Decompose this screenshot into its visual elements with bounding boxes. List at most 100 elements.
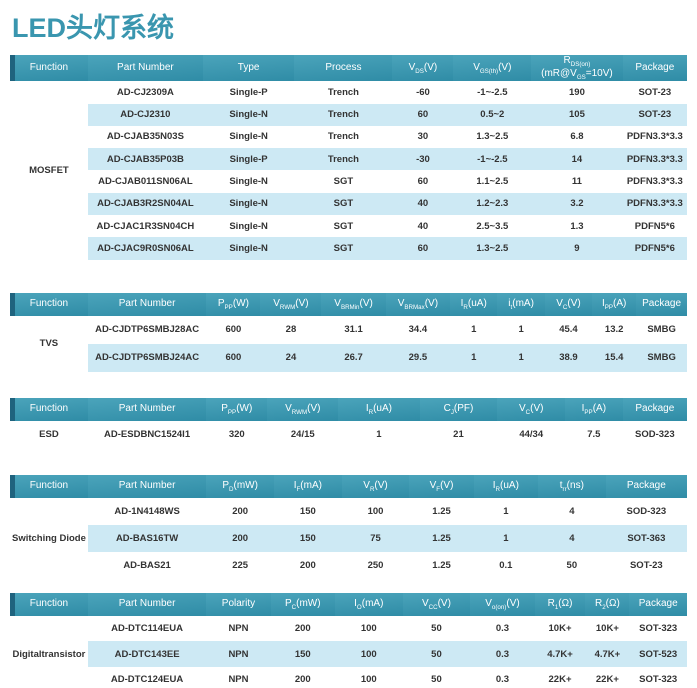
column-header: Function <box>10 397 88 421</box>
table-cell: 1.2~2.3 <box>453 192 532 216</box>
table-cell: AD-BAS16TW <box>87 524 207 552</box>
function-cell: Switching Diode <box>10 497 88 579</box>
table-cell: SMBG <box>647 324 676 336</box>
table-cell: 200 <box>206 524 274 552</box>
table-cell: 100 <box>360 622 377 634</box>
table-cell: AD-1N4148WS <box>114 505 180 517</box>
table-cell: Single-N <box>202 237 295 260</box>
table-cell: 0.1 <box>499 559 513 571</box>
column-header: PC(mW) <box>270 592 335 616</box>
table-cell: AD-CJDTP6SMBJ24AC <box>87 343 207 372</box>
table-cell: AD-CJAB011SN06AL <box>98 176 193 188</box>
table-cell: 1 <box>473 524 538 552</box>
column-header: IR(uA) <box>338 397 420 421</box>
table-cell: 34.4 <box>408 324 428 336</box>
table-cell: AD-CJAB35P03B <box>87 148 203 171</box>
table-cell: SOT-23 <box>638 86 672 98</box>
table-cell: Trench <box>294 103 393 126</box>
column-header: VRWM(V) <box>260 292 322 316</box>
column-header: Part Number <box>87 474 207 498</box>
table-cell: -1~-2.5 <box>453 148 532 171</box>
table-cell: 13.2 <box>604 324 624 336</box>
table-cell: 1.3 <box>570 220 584 232</box>
spec-table-tvs: Function Part Number PPP(W) VRWM(V) VBRMin(V… <box>10 292 687 372</box>
table-cell: AD-DTC143EE <box>87 641 207 667</box>
table-cell: 45.4 <box>559 324 578 336</box>
column-header: Part Number <box>87 592 207 616</box>
table-cell: 200 <box>299 559 316 571</box>
table-cell: 24 <box>260 343 322 372</box>
table-row: AD-BAS16TW 200 150 75 1.25 1 4 SOT-363 <box>10 524 687 552</box>
table-cell: 4 <box>569 505 575 517</box>
table-cell: 320 <box>228 428 245 440</box>
table-cell: 38.9 <box>544 343 593 372</box>
table-cell: 75 <box>341 524 410 552</box>
table-cell: 60 <box>392 237 454 260</box>
table-cell: Single-N <box>229 131 268 143</box>
column-header: Function <box>10 55 88 82</box>
table-cell: 30 <box>417 131 429 143</box>
table-cell: 28 <box>285 324 297 336</box>
table-cell: 10K+ <box>548 622 572 634</box>
table-cell: 60 <box>417 176 429 188</box>
table-row: AD-CJ2310 Single-N Trench 60 0.5~2 105 SOT-23 <box>10 103 687 126</box>
function-cell: TVS <box>10 315 88 372</box>
column-header: Part Number <box>87 55 203 82</box>
table-cell: 1.1~2.5 <box>476 176 509 188</box>
table-cell: NPN <box>228 674 249 686</box>
column-header: VF(V) <box>409 474 474 498</box>
column-header: Process <box>294 55 393 82</box>
column-header: Function <box>10 292 88 316</box>
table-cell: 1.25 <box>432 559 451 571</box>
table-cell: 50 <box>431 622 442 634</box>
table-row: AD-CJAC1R3SN04CH Single-N SGT 40 2.5~3.5 1.3 P… <box>10 215 687 237</box>
table-cell: 105 <box>531 103 623 126</box>
table-cell: 9 <box>531 237 623 260</box>
column-header: Function <box>10 474 88 498</box>
table-cell: 1.25 <box>409 524 474 552</box>
table-row: Digitaltransistor AD-DTC114EUA NPN 200 100 50… <box>10 615 687 688</box>
table-cell: 250 <box>367 559 384 571</box>
table-cell: NPN <box>206 641 271 667</box>
table-cell: AD-CJ2310 <box>87 103 203 126</box>
table-row: AD-DTC124EUA NPN 200 100 50 0.3 22K+ 22K+ SOT-32… <box>10 667 687 688</box>
column-header: IR(uA) <box>473 474 538 498</box>
column-header: it(mA) <box>497 292 545 316</box>
table-cell: SOT-363 <box>605 524 687 552</box>
table-row: AD-BAS21 225 200 250 1.25 0.1 50 SOT-23 <box>10 552 687 579</box>
column-header: R2(Ω) <box>585 592 630 616</box>
table-cell: 200 <box>294 622 311 634</box>
table-cell: 60 <box>392 103 454 126</box>
table-cell: 1.25 <box>432 505 451 517</box>
column-header: VC(V) <box>497 397 566 421</box>
table-cell: 200 <box>294 674 311 686</box>
table-cell: 150 <box>274 524 342 552</box>
table-cell: 0.3 <box>495 674 510 686</box>
page-title: LED头灯系统 <box>12 13 174 43</box>
table-cell: 4.7K+ <box>534 641 586 667</box>
table-cell: AD-ESDBNC1524I1 <box>104 428 191 440</box>
column-header: IPP(A) <box>592 292 637 316</box>
table-cell: 3.2 <box>531 192 623 216</box>
spec-table-dtr: Function Part Number Polarity PC(mW) IO(mA) V… <box>10 592 687 688</box>
table-cell: 4 <box>538 524 606 552</box>
table-cell: PDFN5*6 <box>634 220 675 232</box>
table-cell: Single-N <box>229 220 268 232</box>
table-cell: SOD-323 <box>626 505 667 517</box>
column-header: VDS(V) <box>392 55 454 82</box>
table-cell: SGT <box>333 220 354 232</box>
table-cell: Trench <box>327 131 359 143</box>
table-cell: 50 <box>402 641 471 667</box>
column-header: R1(Ω) <box>534 592 586 616</box>
table-cell: Trench <box>327 86 359 98</box>
column-header: Package <box>636 292 687 316</box>
table-cell: PDFN5*6 <box>622 237 687 260</box>
table-cell: SOT-23 <box>629 559 663 571</box>
table-cell: 50 <box>431 674 442 686</box>
column-header: VCC(V) <box>402 592 471 616</box>
table-cell: 15.4 <box>592 343 637 372</box>
column-header: CJ(PF) <box>419 397 498 421</box>
tables-container: Function Part Number Type Process VDS(V) VGS(… <box>10 55 687 688</box>
table-cell: 0.3 <box>495 622 510 634</box>
